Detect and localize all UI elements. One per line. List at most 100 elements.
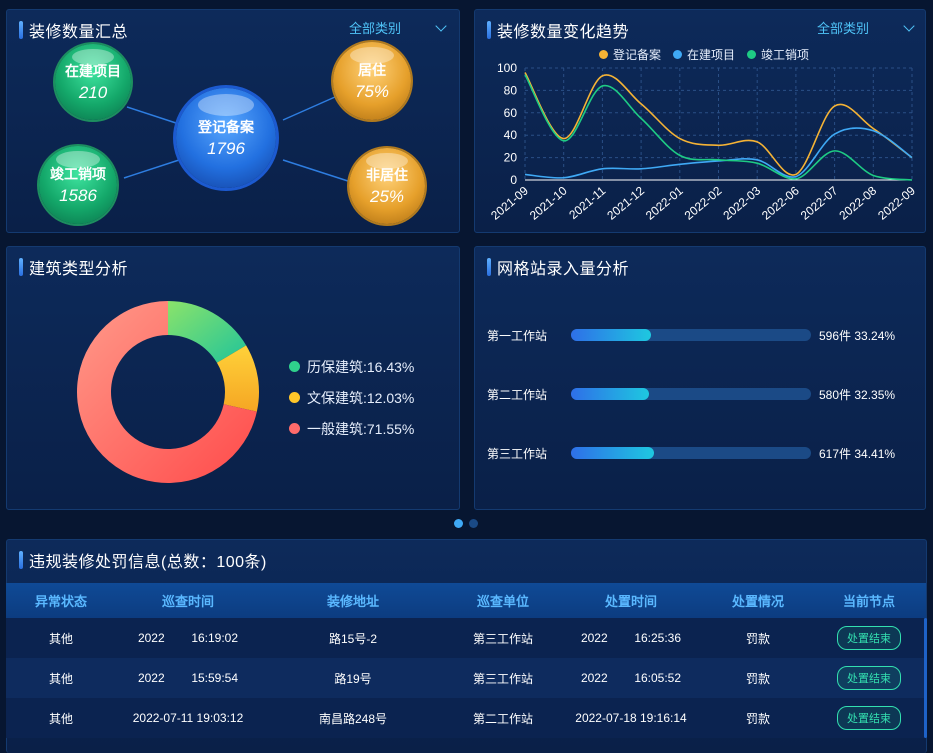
- table-row[interactable]: 其他 2022 16:19:02 路15号-2 第三工作站 2022 16:25…: [6, 618, 924, 658]
- col-header[interactable]: 处置情况: [731, 594, 784, 609]
- cell-handling: 罚款: [745, 711, 770, 726]
- summary-panel: 装修数量汇总 全部类别 在建项目 210 竣工销项 1586 登记备案 1796…: [6, 9, 460, 233]
- node-status-badge: 处置结束: [837, 626, 901, 650]
- cell-address: 路19号: [334, 671, 372, 686]
- table-header: 异常状态 巡查时间 装修地址 巡查单位 处置时间 处置情况 当前节点: [6, 583, 926, 618]
- title-accent: [19, 551, 23, 569]
- col-header[interactable]: 装修地址: [326, 594, 379, 609]
- y-tick-label: 40: [504, 128, 518, 142]
- col-header[interactable]: 异常状态: [34, 594, 87, 609]
- legend-dot: [289, 361, 300, 372]
- pager-dot-1[interactable]: [454, 519, 463, 528]
- x-tick-label: 2022-02: [682, 183, 725, 222]
- x-tick-label: 2022-06: [759, 183, 802, 222]
- x-tick-label: 2021-12: [604, 183, 647, 222]
- y-tick-label: 20: [504, 151, 518, 165]
- cell-unit: 第三工作站: [472, 631, 533, 646]
- cell-handling: 罚款: [745, 671, 770, 686]
- station-row: 第三工作站 617件 34.41%: [487, 446, 917, 461]
- x-tick-label: 2021-11: [566, 183, 608, 222]
- station-name: 第三工作站: [487, 446, 548, 461]
- legend-item-in-progress[interactable]: 在建项目: [673, 46, 735, 63]
- x-tick-label: 2021-09: [488, 183, 531, 222]
- table-row[interactable]: 其他 2022-07-11 19:03:12 南昌路248号 第二工作站 202…: [6, 698, 924, 738]
- station-name: 第一工作站: [487, 328, 548, 343]
- legend-item-general[interactable]: 一般建筑:71.55%: [289, 413, 414, 444]
- summary-filter-dropdown[interactable]: 全部类别: [349, 18, 447, 37]
- table-row[interactable]: 其他 2022 15:59:54 路19号 第三工作站 2022 16:05:5…: [6, 658, 924, 698]
- cell-unit: 第二工作站: [472, 711, 533, 726]
- station-bar-track: [571, 447, 811, 459]
- x-tick-label: 2022-03: [720, 183, 763, 222]
- col-header[interactable]: 当前节点: [842, 594, 895, 609]
- legend-dot: [289, 392, 300, 403]
- cell-node: 处置结束: [814, 666, 924, 690]
- title-accent: [487, 258, 491, 276]
- legend-item-registered[interactable]: 登记备案: [599, 46, 661, 63]
- trend-title: 装修数量变化趋势: [487, 18, 629, 42]
- cell-handling: 罚款: [745, 631, 770, 646]
- trend-legend: 登记备案 在建项目 竣工销项: [599, 46, 809, 63]
- col-header[interactable]: 巡查时间: [161, 594, 214, 609]
- trend-chart: 0 20 40 60 80 100 2021-092021-102021-112021-12…: [488, 61, 918, 223]
- x-tick-label: 2022-07: [798, 183, 841, 222]
- station-name: 第二工作站: [487, 387, 548, 402]
- station-bar-fill: [571, 388, 649, 400]
- col-header[interactable]: 处置时间: [604, 594, 657, 609]
- station-bar-track: [571, 329, 811, 341]
- carousel-pager: [454, 519, 478, 528]
- cell-handle-time: 2022 16:25:36: [580, 631, 682, 645]
- non-resident-value: 25%: [369, 187, 405, 206]
- cell-patrol-time: 2022-07-11 19:03:12: [132, 711, 244, 725]
- table-scrollbar[interactable]: [924, 618, 927, 738]
- series-line-1: [524, 72, 913, 176]
- donut-slice-2[interactable]: [216, 345, 259, 412]
- cell-patrol-time: 2022 15:59:54: [137, 671, 239, 685]
- trend-panel: 装修数量变化趋势 全部类别 登记备案 在建项目 竣工销项 0 20 40 60 80 10…: [474, 9, 926, 233]
- legend-item-cultural[interactable]: 文保建筑:12.03%: [289, 382, 414, 413]
- node-status-badge: 处置结束: [837, 666, 901, 690]
- donut-slice-1[interactable]: [168, 301, 247, 363]
- cell-patrol-time: 2022 16:19:02: [137, 631, 239, 645]
- x-tick-label: 2022-09: [875, 183, 918, 222]
- station-row: 第二工作站 580件 32.35%: [487, 387, 917, 402]
- registered-label: 登记备案: [198, 119, 254, 135]
- cell-address: 路15号-2: [328, 631, 378, 646]
- resident-label: 居住: [358, 62, 386, 78]
- cell-status: 其他: [48, 631, 73, 646]
- building-panel: 建筑类型分析 历保建筑:16.43% 文保建筑:12.03% 一般建筑:71.5…: [6, 246, 460, 510]
- cell-address: 南昌路248号: [318, 711, 388, 726]
- cell-status: 其他: [48, 671, 73, 686]
- registered-value: 1796: [207, 139, 245, 158]
- legend-item-historic[interactable]: 历保建筑:16.43%: [289, 351, 414, 382]
- cell-handle-time: 2022 16:05:52: [580, 671, 682, 685]
- series-line-3: [524, 74, 913, 181]
- station-value: 580件 32.35%: [819, 387, 896, 402]
- y-tick-label: 80: [504, 83, 518, 97]
- station-bar-fill: [571, 329, 651, 341]
- trend-filter-dropdown[interactable]: 全部类别: [817, 18, 915, 37]
- building-title: 建筑类型分析: [19, 255, 128, 279]
- donut-slice-3[interactable]: [77, 301, 257, 483]
- completed-bubble: 竣工销项 1586: [39, 146, 117, 224]
- legend-dot: [747, 50, 757, 59]
- x-tick-label: 2022-01: [643, 183, 686, 222]
- series-line-2: [524, 127, 913, 179]
- registered-bubble: 登记备案 1796: [176, 88, 276, 188]
- col-header[interactable]: 巡查单位: [476, 594, 529, 609]
- cell-status: 其他: [48, 711, 73, 726]
- cell-unit: 第三工作站: [472, 671, 533, 686]
- title-accent: [19, 21, 23, 39]
- station-value: 596件 33.24%: [819, 328, 896, 343]
- legend-item-completed[interactable]: 竣工销项: [747, 46, 809, 63]
- node-status-badge: 处置结束: [837, 706, 901, 730]
- pager-dot-2[interactable]: [469, 519, 478, 528]
- stations-panel: 网格站录入量分析 第一工作站 596件 33.24% 第二工作站 580件 32…: [474, 246, 926, 510]
- x-tick-label: 2022-08: [836, 183, 879, 222]
- cell-node: 处置结束: [814, 706, 924, 730]
- title-accent: [487, 21, 491, 39]
- cell-handle-time: 2022-07-18 19:16:14: [575, 711, 687, 725]
- y-tick-label: 60: [504, 106, 518, 120]
- completed-value: 1586: [59, 186, 97, 205]
- legend-dot: [599, 50, 608, 59]
